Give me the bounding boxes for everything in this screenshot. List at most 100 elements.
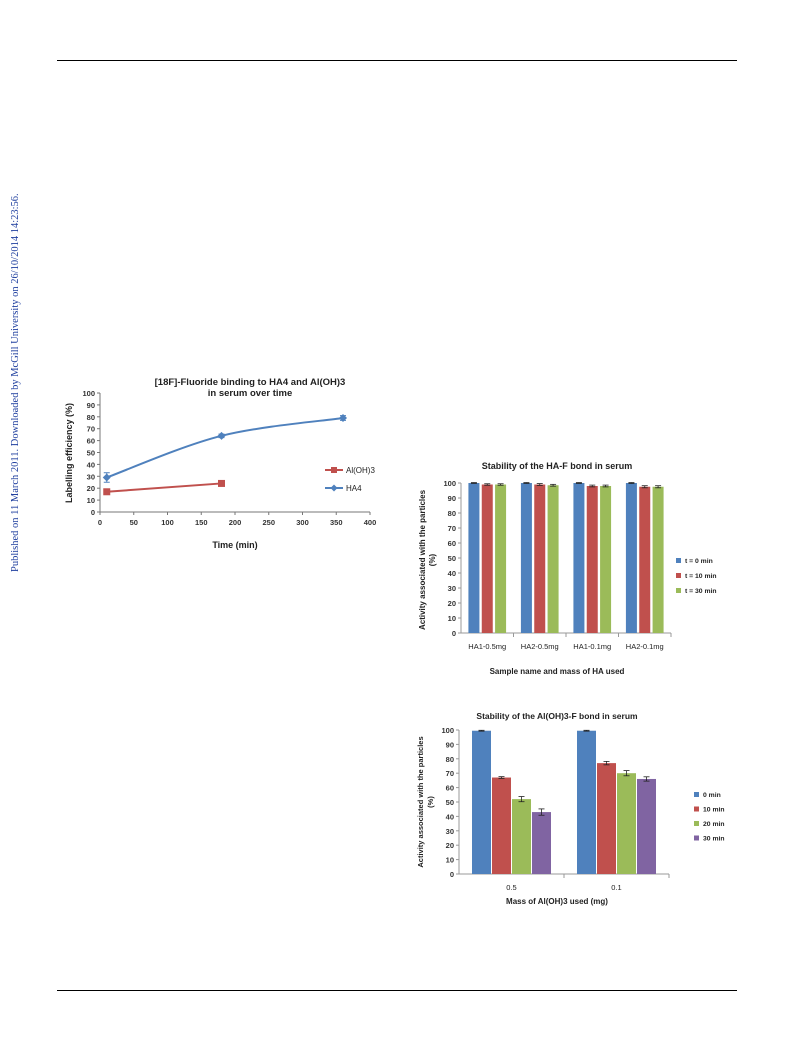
legend-swatch	[694, 806, 699, 812]
bar	[597, 763, 616, 874]
y-tick-label: 0	[450, 870, 454, 879]
x-tick-label: 300	[296, 518, 309, 527]
x-tick-label: 200	[229, 518, 242, 527]
x-tick-label: 0.1	[611, 883, 621, 892]
y-tick-label: 20	[446, 841, 454, 850]
y-tick-label: 70	[446, 769, 454, 778]
legend: 0 min 10 min 20 min 30 min	[694, 792, 725, 843]
y-tick-label: 40	[448, 569, 456, 578]
footer-rule	[57, 990, 737, 991]
x-axis-label: Sample name and mass of HA used	[490, 667, 625, 676]
data-point	[217, 431, 226, 440]
y-axis-label-line1: Activity associated with the particles	[416, 736, 425, 867]
bar	[637, 778, 656, 874]
legend-label: t = 0 min	[685, 558, 713, 565]
bar	[586, 486, 598, 633]
bar	[617, 773, 636, 874]
data-point	[103, 488, 111, 496]
y-tick-label: 30	[448, 584, 456, 593]
x-tick-label: HA1-0.1mg	[573, 642, 611, 651]
legend-marker	[331, 467, 337, 473]
bar	[577, 730, 596, 874]
legend-marker	[330, 484, 338, 492]
bar	[520, 483, 532, 633]
y-tick-label: 0	[91, 508, 95, 517]
bar	[492, 777, 511, 874]
y-tick-label: 60	[448, 539, 456, 548]
fluoride-binding-line-chart: [18F]-Fluoride binding to HA4 and Al(OH)…	[64, 377, 376, 550]
y-tick-label: 30	[446, 827, 454, 836]
header-rule	[57, 60, 737, 61]
legend-label: t = 30 min	[685, 588, 717, 595]
series-marks	[472, 729, 656, 874]
y-tick-label: 100	[82, 389, 95, 398]
x-tick-label: 100	[161, 518, 174, 527]
legend-label: Al(OH)3	[346, 466, 375, 475]
legend-swatch	[694, 792, 699, 797]
bar	[495, 484, 507, 633]
x-tick-label: 0.5	[506, 883, 516, 892]
chart-title-line1: [18F]-Fluoride binding to HA4 and Al(OH)…	[155, 377, 346, 388]
y-tick-label: 30	[87, 472, 95, 481]
y-tick-label: 60	[87, 437, 95, 446]
bar	[600, 486, 612, 633]
bar	[534, 484, 546, 633]
legend-label: 0 min	[703, 792, 721, 799]
y-axis-label-line2: (%)	[428, 553, 437, 566]
y-tick-label: 70	[87, 425, 95, 434]
bar	[573, 483, 585, 633]
chart-title: Stability of the HA-F bond in serum	[482, 461, 633, 471]
y-tick-label: 100	[441, 726, 454, 735]
y-tick-label: 0	[452, 629, 456, 638]
y-tick-label: 80	[446, 755, 454, 764]
series-marks	[102, 413, 347, 496]
x-tick-label: 50	[130, 518, 138, 527]
x-tick-label: 400	[364, 518, 377, 527]
y-tick-label: 100	[443, 479, 456, 488]
y-tick-label: 40	[87, 460, 95, 469]
plot-area: 0 10 20 30 40 50 60 70 80 90 100 0 50 100 150 200 250 300…	[82, 389, 376, 527]
data-point	[218, 479, 225, 487]
data-point	[102, 473, 111, 482]
x-tick-label: HA2-0.1mg	[626, 642, 664, 651]
bar	[468, 483, 480, 633]
y-tick-label: 50	[448, 554, 456, 563]
legend-swatch	[694, 835, 699, 841]
y-tick-label: 80	[87, 413, 95, 422]
bar	[547, 485, 559, 633]
x-tick-label: 150	[195, 518, 208, 527]
series-marks	[468, 482, 664, 633]
y-axis-label: Labelling efficiency (%)	[64, 403, 74, 503]
legend-swatch	[676, 558, 681, 563]
chart-title-line2: in serum over time	[208, 388, 292, 399]
y-tick-label: 90	[87, 401, 95, 410]
ha-f-stability-bar-chart: Stability of the HA-F bond in serum 0 10 2…	[418, 461, 717, 676]
bar	[625, 483, 637, 633]
y-tick-label: 40	[446, 812, 454, 821]
series-line	[106, 417, 344, 479]
bar	[532, 812, 551, 874]
y-tick-label: 60	[446, 784, 454, 793]
x-tick-label: HA1-0.5mg	[468, 642, 506, 651]
legend-swatch	[676, 573, 681, 578]
y-tick-label: 50	[87, 449, 95, 458]
x-axis-label: Mass of Al(OH)3 used (mg)	[506, 897, 608, 906]
legend-label: 30 min	[703, 836, 725, 843]
chart-title: [18F]-Fluoride binding to HA4 and Al(OH)…	[155, 377, 346, 388]
legend-label: t = 10 min	[685, 573, 717, 580]
download-notice-link[interactable]: Published on 11 March 2011. Downloaded b…	[10, 193, 21, 573]
chart-title: Stability of the Al(OH)3-F bond in serum	[476, 711, 638, 721]
bar	[481, 484, 493, 633]
y-tick-label: 10	[446, 856, 454, 865]
bar	[652, 486, 664, 633]
x-axis-label: Time (min)	[212, 540, 257, 550]
bar	[472, 730, 491, 874]
x-tick-label: 250	[262, 518, 275, 527]
y-tick-label: 70	[448, 524, 456, 533]
y-tick-label: 20	[87, 484, 95, 493]
y-axis-label-line2: (%)	[426, 796, 435, 808]
bar	[512, 799, 531, 874]
y-tick-label: 10	[87, 496, 95, 505]
x-tick-label: 0	[98, 518, 102, 527]
legend-swatch	[676, 588, 681, 593]
